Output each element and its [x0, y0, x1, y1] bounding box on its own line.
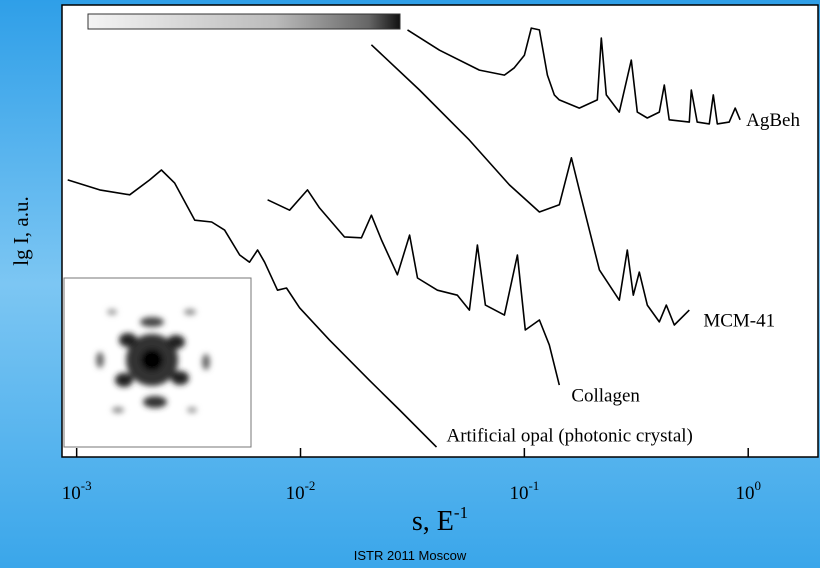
x-tick-base: 10 — [735, 483, 754, 504]
detector-strip — [88, 14, 400, 29]
pattern-spot — [187, 407, 197, 413]
y-axis-label: lg I, a.u. — [9, 196, 33, 265]
footer: ISTR 2011 Moscow — [354, 548, 467, 563]
pattern-spot — [140, 317, 164, 327]
x-tick-exponent: -2 — [305, 478, 316, 493]
pattern-spot — [115, 373, 133, 387]
x-tick-exponent: 0 — [754, 478, 761, 493]
pattern-spot — [96, 352, 104, 368]
pattern-spot — [167, 335, 185, 349]
pattern-spot — [184, 309, 196, 315]
pattern-spot — [143, 396, 167, 408]
x-tick-base: 10 — [62, 483, 81, 504]
series-label: Artificial opal (photonic crystal) — [446, 425, 692, 446]
x-tick-base: 10 — [286, 483, 305, 504]
series-label: MCM-41 — [703, 310, 775, 331]
x-tick-exponent: -3 — [81, 478, 92, 493]
x-axis-label-exponent: -1 — [454, 503, 468, 522]
page: {"chart_data": { "type": "line", "x_labe… — [0, 0, 820, 568]
pattern-center — [141, 349, 163, 371]
x-axis-label-text: s, E — [412, 506, 454, 537]
pattern-spot — [171, 371, 189, 385]
x-tick-exponent: -1 — [528, 478, 539, 493]
slide: lg I, a.u. s, E-1 ISTR 2011 Moscow 10-31… — [0, 0, 820, 568]
pattern-spot — [202, 354, 210, 370]
series-label: Collagen — [571, 385, 640, 406]
pattern-spot — [119, 333, 137, 347]
pattern-spot — [107, 309, 117, 315]
x-tick-base: 10 — [509, 483, 528, 504]
inset — [64, 278, 251, 447]
pattern-spot — [112, 407, 124, 413]
series-label: AgBeh — [746, 110, 800, 131]
